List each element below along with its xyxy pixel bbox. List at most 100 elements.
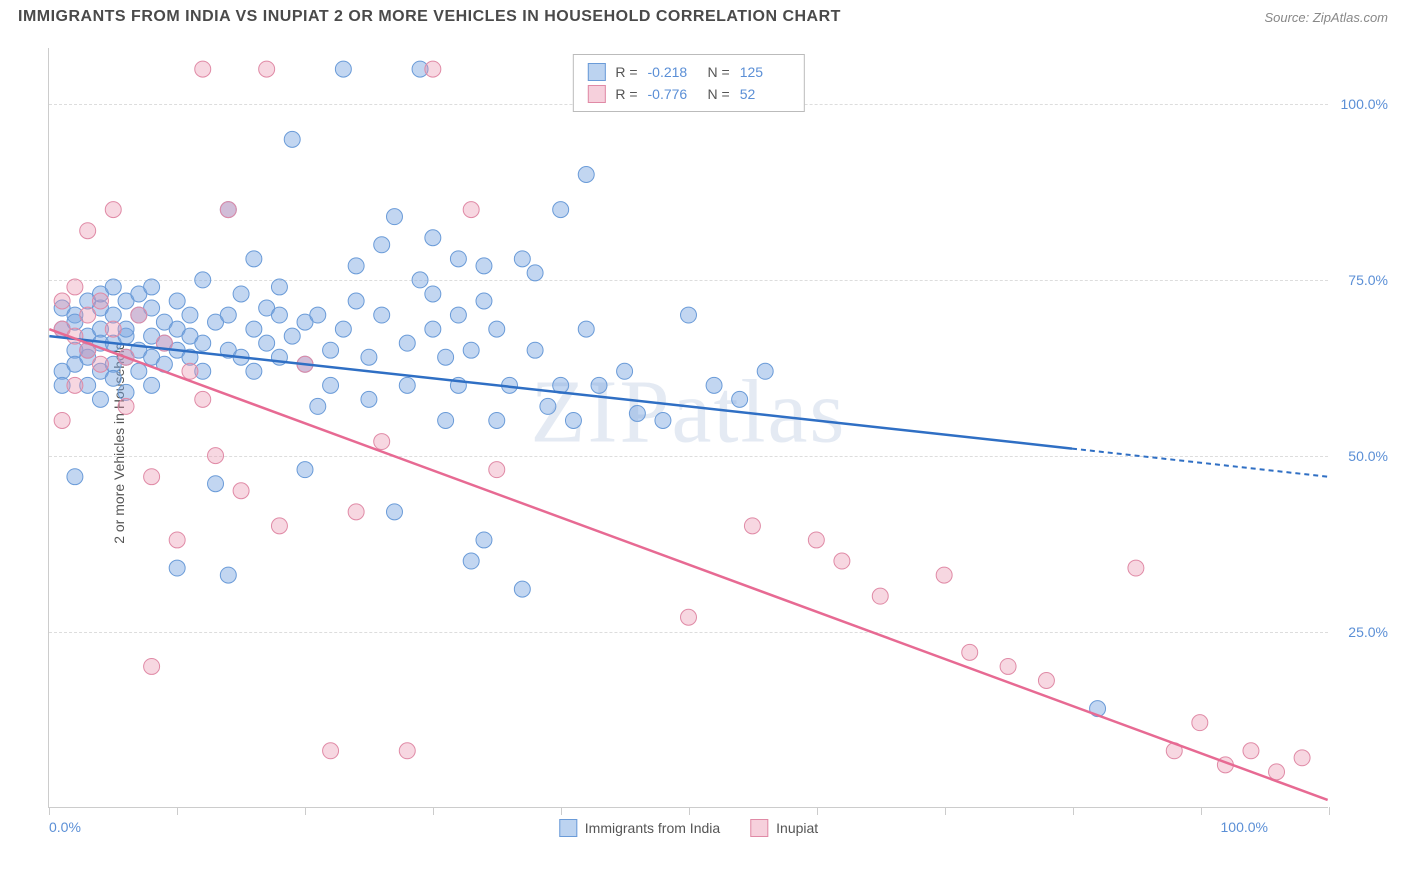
scatter-point bbox=[540, 398, 556, 414]
scatter-point bbox=[144, 469, 160, 485]
scatter-point bbox=[80, 223, 96, 239]
x-tick bbox=[945, 807, 946, 815]
scatter-point bbox=[476, 532, 492, 548]
scatter-point bbox=[591, 377, 607, 393]
scatter-point bbox=[489, 412, 505, 428]
scatter-point bbox=[195, 61, 211, 77]
trend-line-extrapolated bbox=[1072, 449, 1328, 477]
scatter-point bbox=[348, 258, 364, 274]
legend-item-india: Immigrants from India bbox=[559, 819, 720, 837]
y-tick-label: 75.0% bbox=[1348, 272, 1388, 288]
scatter-point bbox=[514, 581, 530, 597]
scatter-point bbox=[195, 335, 211, 351]
scatter-point bbox=[271, 279, 287, 295]
scatter-point bbox=[744, 518, 760, 534]
scatter-point bbox=[169, 532, 185, 548]
scatter-point bbox=[67, 469, 83, 485]
scatter-point bbox=[131, 307, 147, 323]
scatter-point bbox=[169, 293, 185, 309]
y-tick-label: 25.0% bbox=[1348, 624, 1388, 640]
x-tick bbox=[1201, 807, 1202, 815]
scatter-point bbox=[527, 265, 543, 281]
x-tick bbox=[433, 807, 434, 815]
plot-area: ZIPatlas R = -0.218 N = 125 R = -0.776 N… bbox=[48, 48, 1328, 808]
scatter-point bbox=[131, 363, 147, 379]
scatter-point bbox=[92, 356, 108, 372]
scatter-point bbox=[335, 321, 351, 337]
scatter-point bbox=[808, 532, 824, 548]
scatter-point bbox=[527, 342, 543, 358]
legend-row-series2: R = -0.776 N = 52 bbox=[587, 83, 789, 105]
scatter-point bbox=[310, 398, 326, 414]
scatter-point bbox=[54, 412, 70, 428]
scatter-point bbox=[489, 462, 505, 478]
scatter-point bbox=[182, 363, 198, 379]
scatter-point bbox=[310, 307, 326, 323]
scatter-point bbox=[144, 377, 160, 393]
scatter-point bbox=[386, 209, 402, 225]
x-tick bbox=[817, 807, 818, 815]
scatter-point bbox=[1192, 715, 1208, 731]
scatter-point bbox=[220, 307, 236, 323]
scatter-point bbox=[476, 293, 492, 309]
scatter-point bbox=[374, 434, 390, 450]
x-tick bbox=[689, 807, 690, 815]
chart-header: IMMIGRANTS FROM INDIA VS INUPIAT 2 OR MO… bbox=[0, 0, 1406, 30]
scatter-point bbox=[92, 293, 108, 309]
r-label: R = bbox=[615, 86, 637, 102]
scatter-point bbox=[399, 377, 415, 393]
scatter-point bbox=[284, 131, 300, 147]
scatter-point bbox=[271, 307, 287, 323]
scatter-point bbox=[425, 321, 441, 337]
scatter-point bbox=[323, 743, 339, 759]
scatter-point bbox=[399, 335, 415, 351]
scatter-point bbox=[578, 167, 594, 183]
scatter-point bbox=[438, 349, 454, 365]
scatter-point bbox=[386, 504, 402, 520]
correlation-legend: R = -0.218 N = 125 R = -0.776 N = 52 bbox=[572, 54, 804, 112]
n-value-2: 52 bbox=[740, 86, 790, 102]
scatter-point bbox=[67, 279, 83, 295]
scatter-point bbox=[565, 412, 581, 428]
scatter-point bbox=[476, 258, 492, 274]
scatter-point bbox=[220, 567, 236, 583]
scatter-point bbox=[297, 462, 313, 478]
legend-label: Immigrants from India bbox=[585, 820, 720, 836]
source-attribution: Source: ZipAtlas.com bbox=[1264, 10, 1388, 25]
scatter-point bbox=[323, 342, 339, 358]
scatter-point bbox=[144, 658, 160, 674]
y-tick-label: 100.0% bbox=[1341, 96, 1388, 112]
scatter-point bbox=[92, 391, 108, 407]
scatter-point bbox=[463, 202, 479, 218]
x-tick bbox=[1329, 807, 1330, 815]
scatter-point bbox=[80, 307, 96, 323]
scatter-point bbox=[936, 567, 952, 583]
x-tick bbox=[305, 807, 306, 815]
scatter-point bbox=[553, 202, 569, 218]
scatter-point bbox=[105, 202, 121, 218]
scatter-point bbox=[1294, 750, 1310, 766]
legend-label: Inupiat bbox=[776, 820, 818, 836]
scatter-point bbox=[246, 363, 262, 379]
scatter-point bbox=[732, 391, 748, 407]
y-tick-label: 50.0% bbox=[1348, 448, 1388, 464]
scatter-point bbox=[463, 342, 479, 358]
legend-item-inupiat: Inupiat bbox=[750, 819, 818, 837]
legend-swatch-blue bbox=[559, 819, 577, 837]
scatter-point bbox=[233, 286, 249, 302]
scatter-point bbox=[348, 504, 364, 520]
scatter-point bbox=[105, 279, 121, 295]
scatter-point bbox=[578, 321, 594, 337]
scatter-point bbox=[412, 272, 428, 288]
x-tick bbox=[177, 807, 178, 815]
scatter-point bbox=[1269, 764, 1285, 780]
scatter-point bbox=[67, 377, 83, 393]
scatter-point bbox=[361, 391, 377, 407]
scatter-point bbox=[450, 307, 466, 323]
scatter-point bbox=[629, 405, 645, 421]
scatter-point bbox=[220, 202, 236, 218]
scatter-point bbox=[489, 321, 505, 337]
scatter-point bbox=[118, 398, 134, 414]
series-legend: Immigrants from India Inupiat bbox=[559, 819, 818, 837]
scatter-plot-svg bbox=[49, 48, 1328, 807]
